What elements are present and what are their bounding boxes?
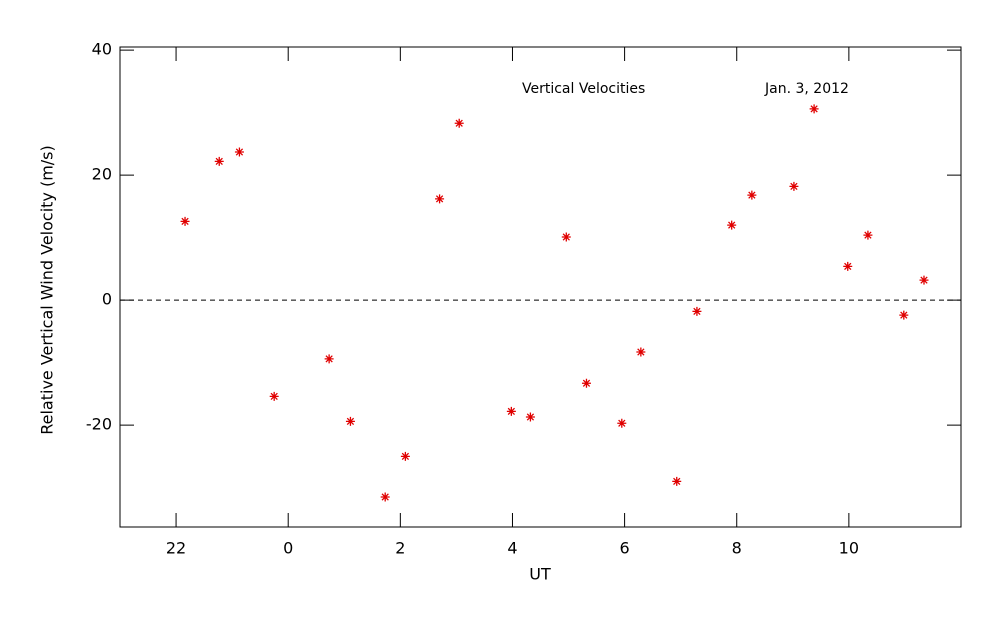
- point: [863, 230, 873, 240]
- point: [899, 310, 909, 320]
- x-tick-label: 8: [732, 539, 742, 558]
- point: [345, 416, 355, 426]
- x-tick-label: 0: [283, 539, 293, 558]
- point: [506, 406, 516, 416]
- y-tick-label: 40: [92, 40, 112, 59]
- annotation: Jan. 3, 2012: [764, 81, 849, 97]
- y-axis-label: Relative Vertical Wind Velocity (m/s): [38, 145, 57, 435]
- point: [919, 275, 929, 285]
- x-tick-label: 6: [620, 539, 630, 558]
- point: [636, 347, 646, 357]
- point: [435, 194, 445, 204]
- x-tick-label: 22: [166, 539, 186, 558]
- x-tick-label: 2: [395, 539, 405, 558]
- point: [380, 492, 390, 502]
- point: [809, 104, 819, 114]
- x-tick-label: 10: [839, 539, 859, 558]
- point: [180, 216, 190, 226]
- y-tick-label: 0: [102, 290, 112, 309]
- point: [747, 190, 757, 200]
- point: [672, 476, 682, 486]
- point: [843, 261, 853, 271]
- point: [234, 147, 244, 157]
- point: [789, 181, 799, 191]
- point: [561, 232, 571, 242]
- point: [454, 118, 464, 128]
- y-tick-label: -20: [86, 415, 112, 434]
- plot-frame: [119, 46, 962, 528]
- point: [324, 354, 334, 364]
- point: [727, 220, 737, 230]
- annotation: Vertical Velocities: [522, 81, 645, 97]
- x-axis-label: UT: [529, 565, 551, 584]
- point: [269, 391, 279, 401]
- point: [581, 378, 591, 388]
- point: [400, 451, 410, 461]
- point: [617, 418, 627, 428]
- point: [214, 156, 224, 166]
- x-tick-label: 4: [507, 539, 517, 558]
- y-tick-label: 20: [92, 165, 112, 184]
- point: [525, 412, 535, 422]
- point: [692, 306, 702, 316]
